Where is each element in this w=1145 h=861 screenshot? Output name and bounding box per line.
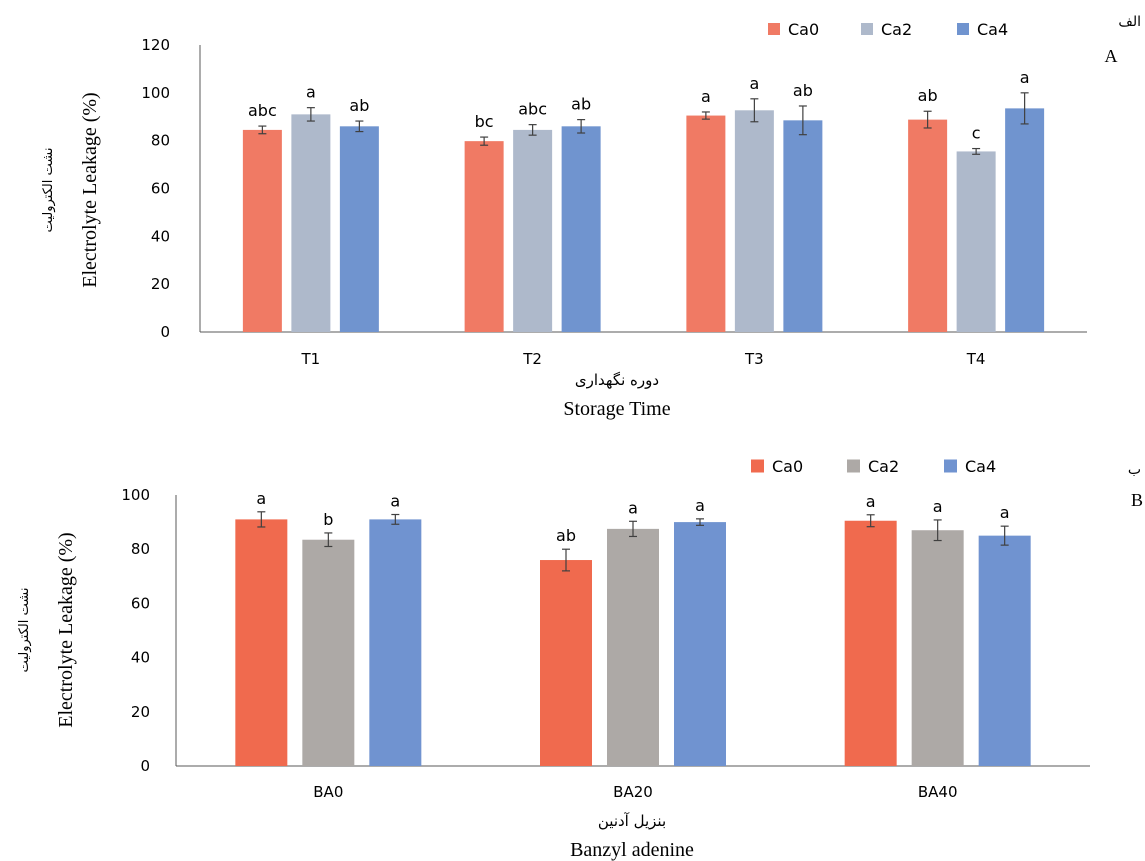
bar [978,535,1031,766]
bar [908,119,948,333]
data-label: a [628,498,638,517]
bar [686,115,726,332]
y-tick-label: 100 [121,486,150,504]
legend-label: Ca4 [977,20,1008,39]
x-axis-label: Banzyl adenine [570,839,694,861]
legend-label: Ca2 [881,20,912,39]
x-tick-label: T4 [966,350,986,368]
bar [674,522,726,766]
chart-panel-b: Electrolyte Leakage (%) نشت الکترولیت بن… [17,457,1143,861]
data-label: ab [556,526,576,545]
legend-label: Ca0 [788,20,819,39]
data-label: a [1000,503,1010,522]
data-label: c [972,124,981,143]
y-axis-label: Electrolyte Leakage (%) [55,532,77,727]
x-tick-label: T3 [744,350,764,368]
panel-label-fa: ب [1128,462,1141,478]
data-label: abc [518,100,547,119]
y-tick-label: 40 [151,227,170,245]
legend-swatch [944,459,957,473]
panel-label: B [1131,490,1143,510]
y-tick-label: 20 [131,703,150,721]
panel-label-fa: الف [1118,14,1141,30]
bar [339,126,379,332]
y-tick-label: 60 [151,180,170,198]
data-label: a [306,83,316,102]
bar [844,520,897,766]
y-tick-label: 40 [131,649,150,667]
data-label: a [1020,68,1030,87]
x-axis-label: Storage Time [563,398,670,420]
legend-swatch [847,459,860,473]
legend-label: Ca0 [772,457,803,476]
bar [607,528,659,766]
data-label: a [866,492,876,511]
y-tick-label: 0 [140,757,150,775]
bar [235,519,288,766]
y-axis-label: Electrolyte Leakage (%) [79,92,101,287]
data-label: a [256,489,266,508]
legend-label: Ca4 [965,457,996,476]
bar [242,129,282,332]
x-tick-label: BA0 [313,783,343,801]
data-label: a [933,497,943,516]
data-label: ab [918,86,938,105]
data-label: a [390,492,400,511]
x-tick-label: BA20 [613,783,653,801]
y-axis-label-fa: نشت الکترولیت [41,148,56,233]
bar [302,539,355,766]
bar [783,120,823,333]
bar [540,560,592,766]
data-label: ab [349,96,369,115]
y-tick-label: 120 [141,36,170,54]
y-axis-label-fa: نشت الکترولیت [17,588,32,673]
y-tick-label: 100 [141,84,170,102]
data-label: a [749,74,759,93]
bar [513,129,553,332]
bar [291,114,331,332]
x-axis-label-fa: دوره نگهداری [575,371,659,389]
legend-swatch [751,459,764,473]
bar [911,530,964,766]
legend-swatch [957,23,969,35]
data-label: b [323,510,333,529]
data-label: abc [248,101,277,120]
y-tick-label: 0 [160,323,170,341]
y-tick-label: 60 [131,594,150,612]
data-label: ab [793,81,813,100]
data-label: a [695,496,705,515]
legend-swatch [768,23,780,35]
data-label: ab [571,95,591,114]
data-label: bc [475,112,494,131]
bar [1005,108,1045,332]
x-tick-label: T2 [522,350,542,368]
bar [956,151,996,332]
y-tick-label: 20 [151,275,170,293]
bar [561,126,601,332]
bar [369,519,422,766]
x-axis-label-fa: بنزیل آدنین [598,812,666,830]
x-tick-label: BA40 [918,783,958,801]
chart-panel-a: Electrolyte Leakage (%) نشت الکترولیت دو… [41,14,1141,420]
panel-label: A [1105,46,1118,66]
y-tick-label: 80 [131,540,150,558]
legend-label: Ca2 [868,457,899,476]
legend-swatch [861,23,873,35]
x-tick-label: T1 [301,350,321,368]
y-tick-label: 80 [151,132,170,150]
data-label: a [701,87,711,106]
bar [734,110,774,332]
bar [464,141,504,332]
